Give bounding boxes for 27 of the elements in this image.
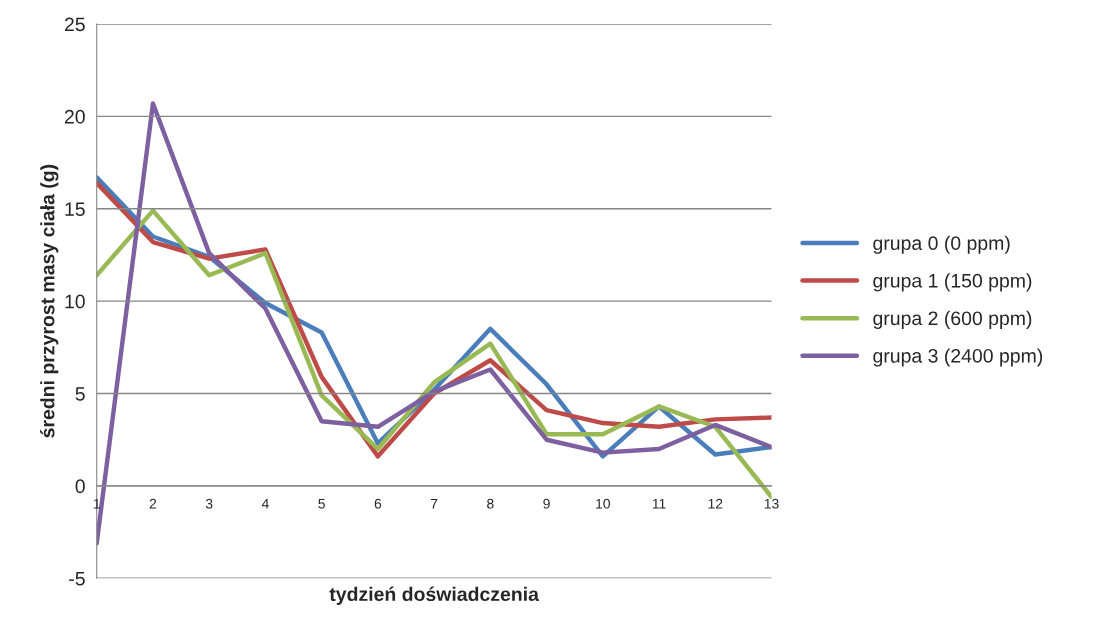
legend-label: grupa 0 (0 ppm) bbox=[873, 235, 1010, 254]
legend-label: grupa 1 (150 ppm) bbox=[873, 273, 1032, 292]
x-tick-label: 6 bbox=[374, 498, 382, 509]
x-tick-label: 12 bbox=[708, 498, 723, 509]
legend-label: grupa 2 (600 ppm) bbox=[873, 310, 1032, 329]
y-tick-label: 10 bbox=[65, 294, 85, 309]
line-series bbox=[96, 208, 772, 500]
x-tick-label: 10 bbox=[596, 498, 610, 509]
x-tick-label: 5 bbox=[318, 498, 325, 509]
x-tick-label: 13 bbox=[764, 498, 779, 509]
x-tick-label: 2 bbox=[149, 498, 157, 509]
legend-label: grupa 3 (2400 ppm) bbox=[873, 348, 1043, 367]
y-tick-label: -5 bbox=[69, 571, 85, 586]
x-tick-label: 11 bbox=[652, 498, 666, 509]
y-tick-label: 15 bbox=[65, 202, 85, 217]
y-axis-title: średni przyrost masy ciała (g) bbox=[40, 164, 59, 438]
y-tick-label: 5 bbox=[75, 387, 85, 401]
y-tick-label: 20 bbox=[64, 109, 85, 124]
x-tick-label: 1 bbox=[93, 498, 100, 509]
x-tick-label: 9 bbox=[543, 498, 550, 509]
x-tick-label: 4 bbox=[261, 498, 269, 509]
y-tick-label: 0 bbox=[75, 479, 85, 494]
x-axis-title: tydzień doświadczenia bbox=[329, 586, 540, 605]
x-tick-label: 3 bbox=[205, 498, 213, 509]
x-tick-label: 8 bbox=[487, 498, 494, 509]
x-tick-label: 7 bbox=[430, 498, 438, 509]
y-tick-label: 25 bbox=[64, 17, 85, 32]
